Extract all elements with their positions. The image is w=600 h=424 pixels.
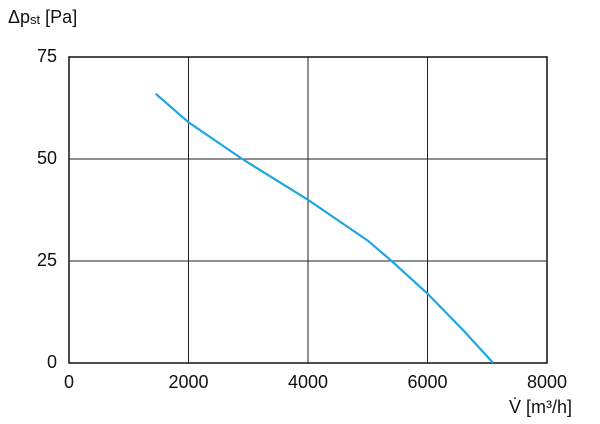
x-tick-label: 8000 bbox=[527, 372, 567, 392]
y-label-unit: [Pa] bbox=[40, 7, 77, 27]
y-tick-label: 75 bbox=[37, 46, 57, 66]
plot-frame bbox=[68, 56, 548, 364]
y-tick-label: 0 bbox=[47, 352, 57, 372]
y-tick-label: 50 bbox=[37, 148, 57, 168]
x-axis-label: V̇ [m³/h] bbox=[509, 397, 572, 417]
curve bbox=[154, 92, 495, 364]
x-tick-label: 0 bbox=[64, 372, 74, 392]
y-axis-label: Δpst [Pa] bbox=[8, 7, 77, 28]
x-tick-label: 4000 bbox=[288, 372, 328, 392]
x-tick-label: 6000 bbox=[407, 372, 447, 392]
y-tick-label: 25 bbox=[37, 250, 57, 270]
x-tick-label: 2000 bbox=[168, 372, 208, 392]
y-label-main: Δp bbox=[8, 7, 30, 27]
y-label-sub: st bbox=[30, 12, 41, 27]
